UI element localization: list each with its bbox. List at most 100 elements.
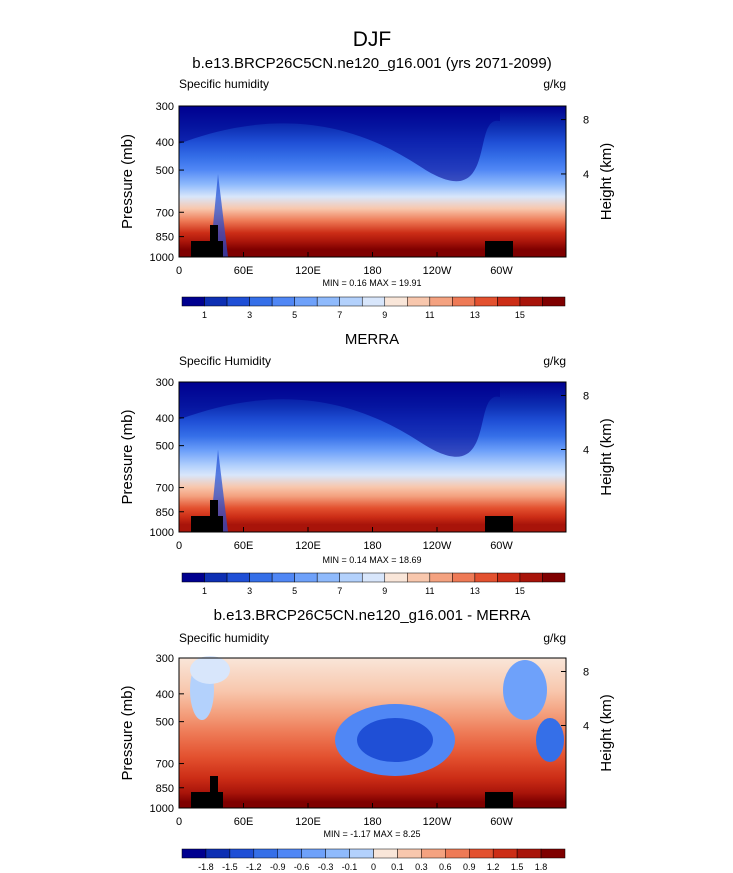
orography-mask	[485, 792, 513, 808]
colorbar-label: 1.5	[511, 862, 524, 872]
colorbar-swatch	[271, 572, 295, 583]
colorbar-swatch	[519, 572, 543, 583]
y-axis-label: Pressure (mb)	[119, 685, 136, 780]
colorbar-swatch	[249, 572, 273, 583]
colorbar-swatch	[316, 296, 340, 307]
colorbar-swatch	[397, 848, 422, 859]
x-tick-label: 120W	[423, 265, 452, 277]
anomaly-patch	[190, 656, 230, 684]
orography-mask	[210, 500, 218, 516]
variable-label: Specific Humidity	[179, 354, 271, 368]
colorbar-label: 13	[470, 310, 480, 320]
anomaly-patch	[357, 718, 433, 762]
colorbar-label: 0	[371, 862, 376, 872]
colorbar-swatch	[204, 296, 228, 307]
colorbar-swatch	[407, 296, 431, 307]
colorbar-label: 9	[382, 586, 387, 596]
x-tick-label: 120E	[295, 816, 321, 828]
colorbar-swatch	[429, 296, 453, 307]
x-tick-label: 120W	[423, 816, 452, 828]
colorbar-label: 0.3	[415, 862, 428, 872]
y2-tick-label: 4	[583, 169, 589, 181]
y-tick-label: 1000	[150, 527, 174, 539]
colorbar-label: 1.2	[487, 862, 500, 872]
colorbar-swatch	[373, 848, 398, 859]
colorbar-swatch	[445, 848, 470, 859]
x-tick-label: 180	[363, 540, 381, 552]
units-label: g/kg	[543, 354, 566, 368]
y-tick-label: 700	[156, 759, 174, 771]
dry-region	[179, 106, 500, 182]
colorbar-label: 1	[202, 586, 207, 596]
colorbar-swatch	[226, 296, 250, 307]
orography-mask	[485, 241, 513, 257]
colorbar-label: 1	[202, 310, 207, 320]
y-tick-label: 850	[156, 783, 174, 795]
colorbar-label: 5	[292, 310, 297, 320]
stats-label: MIN = 0.16 MAX = 19.91	[322, 278, 421, 288]
colorbar-label: -0.3	[318, 862, 334, 872]
colorbar-swatch	[519, 296, 543, 307]
y2-tick-label: 4	[583, 445, 589, 457]
x-tick-label: 0	[176, 816, 182, 828]
colorbar-swatch	[540, 848, 566, 859]
colorbar-swatch	[452, 296, 476, 307]
x-tick-label: 60W	[490, 816, 513, 828]
colorbar-label: 15	[515, 310, 525, 320]
x-tick-label: 60W	[490, 540, 513, 552]
colorbar-swatch	[339, 572, 363, 583]
colorbar-swatch	[325, 848, 350, 859]
y-tick-label: 700	[156, 483, 174, 495]
colorbar-swatch	[181, 572, 205, 583]
colorbar-swatch	[339, 296, 363, 307]
colorbar: 1 3 5 7 9 11 13 15	[181, 296, 566, 320]
x-tick-label: 60E	[234, 540, 254, 552]
colorbar-swatch	[429, 572, 453, 583]
y-tick-label: 1000	[150, 252, 174, 264]
colorbar-swatch	[384, 572, 408, 583]
colorbar-swatch	[271, 296, 295, 307]
figure-title: DJF	[353, 28, 392, 51]
colorbar-swatch	[249, 296, 273, 307]
variable-label: Specific humidity	[179, 631, 269, 645]
panel-3: b.e13.BRCP26C5CN.ne120_g16.001 - MERRA Sp…	[119, 607, 615, 872]
colorbar-label: -0.6	[294, 862, 310, 872]
colorbar: -1.8 -1.5 -1.2 -0.9 -0.6 -0.3 -0.1 0 0.1 0.3 0.6 0.…	[181, 848, 566, 872]
y2-tick-label: 4	[583, 721, 589, 733]
y-tick-label: 300	[156, 377, 174, 389]
colorbar-swatch	[226, 572, 250, 583]
y-tick-label: 400	[156, 689, 174, 701]
colorbar-label: 11	[425, 310, 434, 320]
colorbar-swatch	[516, 848, 542, 859]
y-tick-label: 400	[156, 137, 174, 149]
colorbar-swatch	[253, 848, 278, 859]
x-tick-label: 120W	[423, 540, 452, 552]
colorbar-label: -1.2	[246, 862, 262, 872]
colorbar-swatch	[204, 572, 228, 583]
dry-region	[179, 382, 500, 457]
colorbar-swatch	[542, 296, 566, 307]
y2-axis-label: Height (km)	[598, 143, 615, 221]
y-tick-label: 500	[156, 717, 174, 729]
colorbar-swatch	[277, 848, 302, 859]
y-tick-label: 850	[156, 507, 174, 519]
colorbar-swatch	[421, 848, 446, 859]
y-tick-label: 1000	[150, 803, 174, 815]
colorbar-swatch	[361, 296, 386, 307]
colorbar-swatch	[205, 848, 231, 859]
y-axis-label: Pressure (mb)	[119, 134, 136, 229]
colorbar-label: 9	[382, 310, 387, 320]
y2-tick-label: 8	[583, 391, 589, 403]
colorbar-swatch	[492, 848, 518, 859]
colorbar-label: 3	[247, 586, 252, 596]
colorbar-swatch	[474, 296, 498, 307]
panel-title: b.e13.BRCP26C5CN.ne120_g16.001 (yrs 2071…	[192, 55, 551, 72]
colorbar-label: 5	[292, 586, 297, 596]
colorbar-swatch	[294, 296, 318, 307]
colorbar-swatch	[384, 296, 408, 307]
colorbar-label: 11	[425, 586, 434, 596]
y-tick-label: 300	[156, 653, 174, 665]
x-tick-label: 0	[176, 540, 182, 552]
colorbar-label: 0.9	[463, 862, 476, 872]
